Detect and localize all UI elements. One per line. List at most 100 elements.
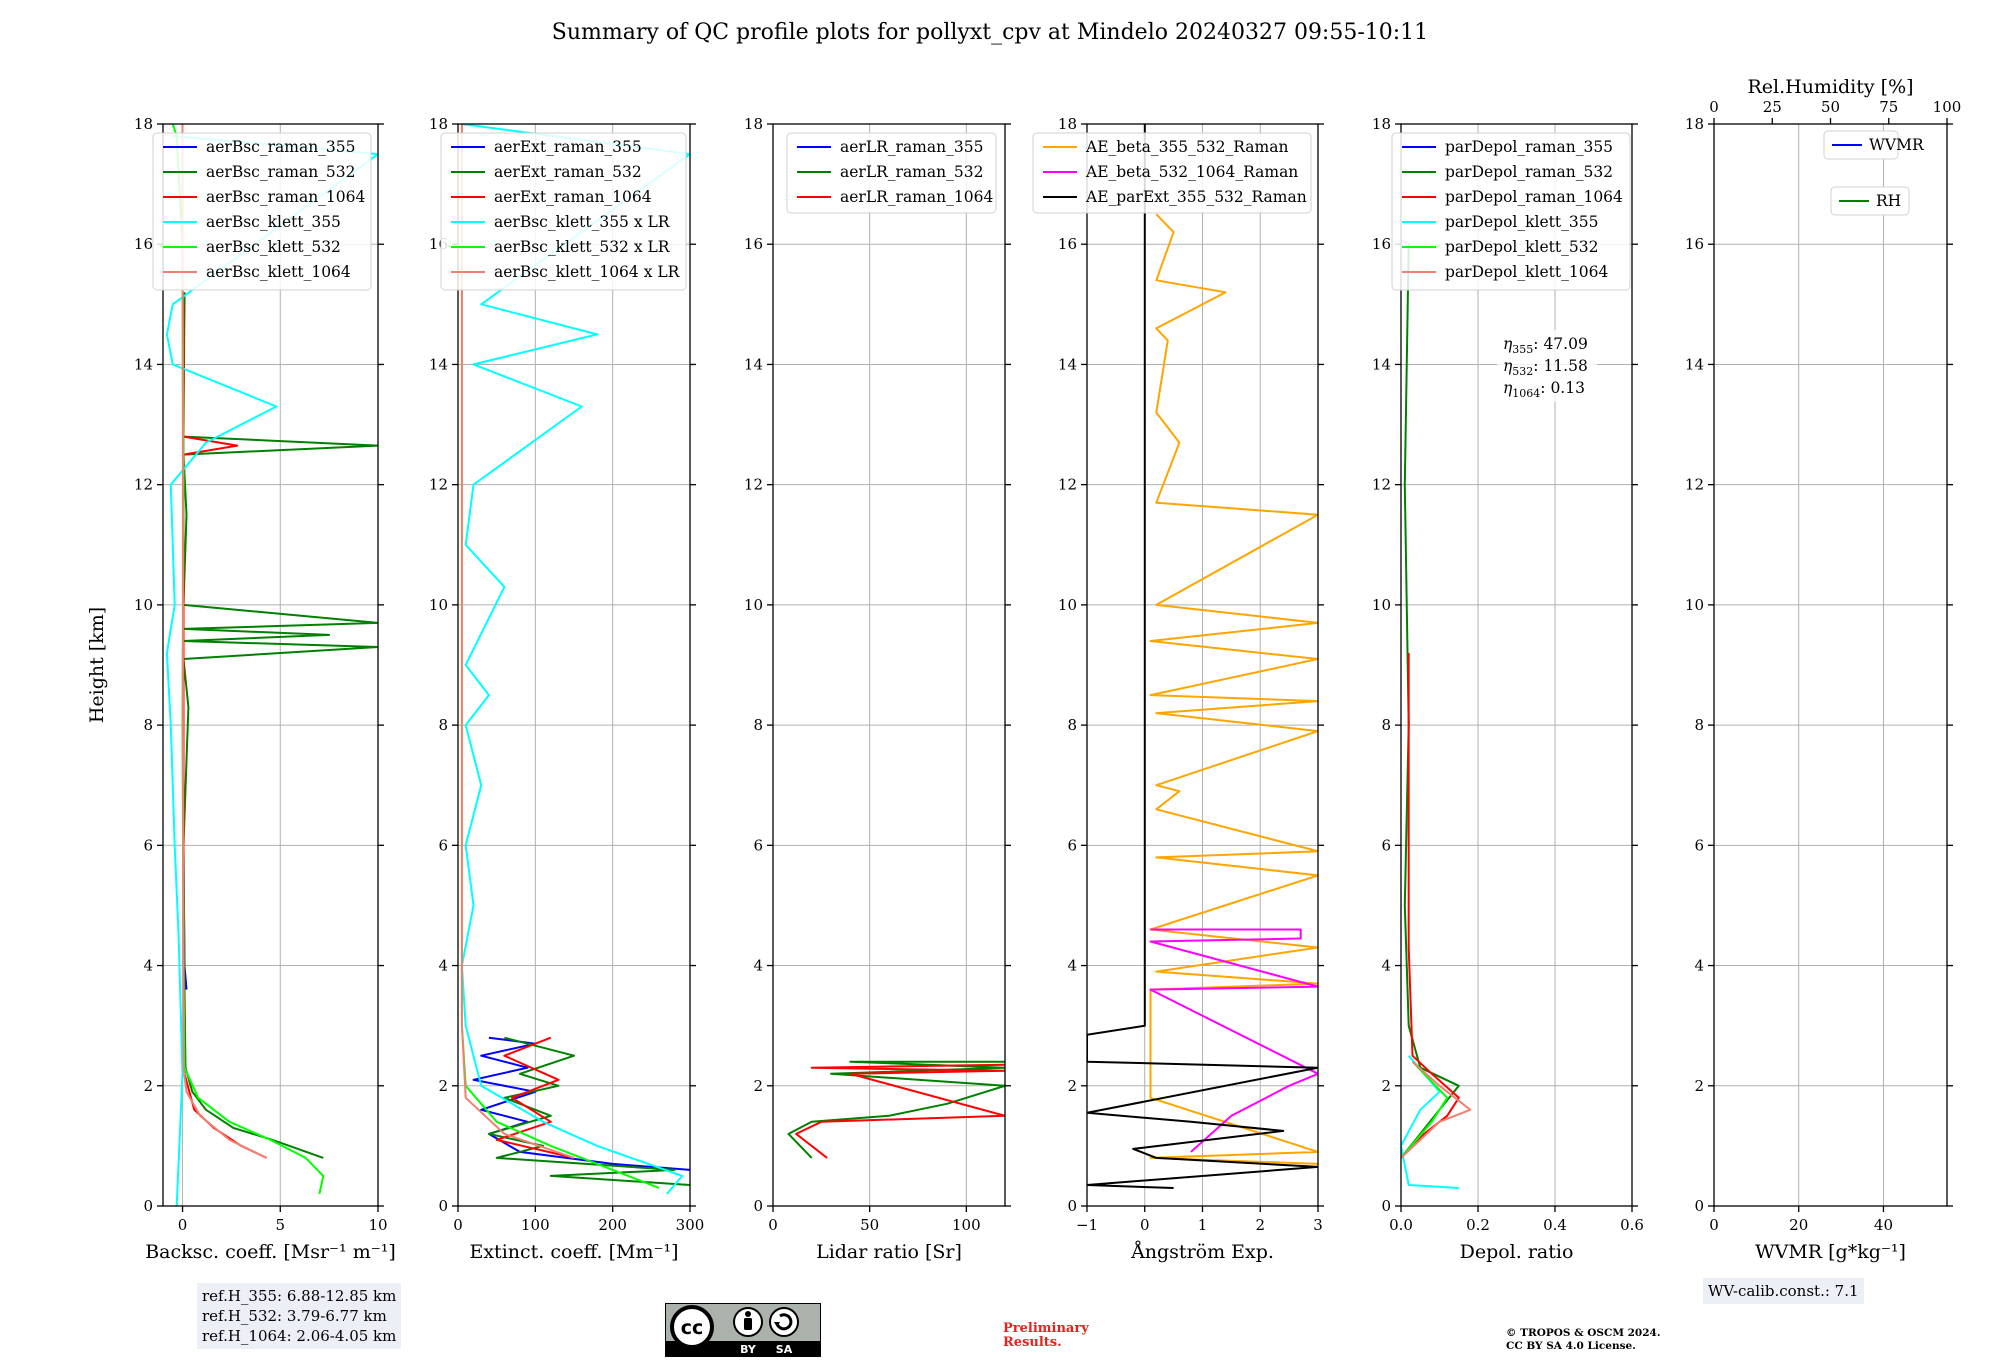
preliminary-notice: Preliminary Results. [1003,1322,1089,1350]
y-tick-label: 2 [753,1077,763,1095]
eta-value: : 47.09 [1533,335,1588,353]
y-tick-label: 6 [1381,836,1391,854]
legend-label: aerBsc_klett_1064 x LR [494,263,681,281]
eta-subscript: 532 [1512,365,1533,378]
y-tick-label: 0 [1694,1197,1704,1215]
y-tick-label: 12 [134,476,153,494]
ref-height-1064: ref.H_1064: 2.06-4.05 km [202,1327,397,1345]
sa-icon [769,1307,799,1337]
legend-label: aerExt_raman_355 [494,138,642,156]
axes-frame [457,123,691,1207]
series-line-aerbsc-klett-355-x-lr [460,124,690,1195]
legend-label: AE_beta_532_1064_Raman [1085,163,1298,181]
legend-label: aerBsc_raman_355 [206,138,356,156]
cc-icon [670,1305,714,1349]
y-tick-label: 14 [1372,355,1391,373]
eta-symbol: η [1503,335,1513,353]
axes-frame [1400,123,1633,1207]
y-tick-label: 2 [438,1077,448,1095]
y-tick-label: 2 [1067,1077,1077,1095]
y-tick-label: 10 [1685,596,1704,614]
y-tick-label: 6 [438,836,448,854]
x-tick-label: 0.2 [1466,1216,1490,1234]
series-line-aerlr-raman-532 [787,1060,1005,1159]
x2-tick-label: 50 [1821,98,1840,116]
x-tick-label: 200 [598,1216,627,1234]
y-tick-label: 18 [1058,115,1077,133]
y-tick-label: 10 [1058,596,1077,614]
copyright-notice: © TROPOS & OSCM 2024. CC BY SA 4.0 Licen… [1506,1327,1661,1353]
legend-label: aerBsc_klett_1064 [206,263,351,281]
legend-label: parDepol_raman_355 [1445,138,1613,156]
x-axis-label: Lidar ratio [Sr] [816,1241,962,1263]
y-tick-label: 10 [429,596,448,614]
x2-tick-label: 75 [1879,98,1898,116]
legend-box [440,132,687,291]
y-tick-label: 8 [143,716,153,734]
x-axis-label: Extinct. coeff. [Mm⁻¹] [469,1241,678,1263]
y-tick-label: 16 [1685,235,1704,253]
y-tick-label: 6 [1067,836,1077,854]
x-axis-label: Backsc. coeff. [Msr⁻¹ m⁻¹] [145,1241,396,1263]
series-line-aerbsc-raman-532 [182,292,378,1159]
legend-label: aerBsc_klett_355 x LR [494,213,671,231]
legend-label: parDepol_klett_355 [1445,213,1598,231]
cc-license-badge: cc BY SA [665,1303,821,1357]
x-tick-label: 300 [676,1216,705,1234]
legend-label: aerLR_raman_532 [840,163,983,181]
preliminary-line-1: Preliminary [1003,1321,1089,1336]
y-tick-label: 12 [1372,476,1391,494]
legend-label: WVMR [1869,136,1925,154]
y-tick-label: 8 [438,716,448,734]
y-tick-label: 12 [744,476,763,494]
y-tick-label: 14 [134,355,153,373]
cc-icon-text: cc [681,1317,704,1339]
y-tick-label: 2 [1381,1077,1391,1095]
series-line-ae-beta-532-1064-raman [1149,928,1318,1153]
x-tick-label: 0 [178,1216,188,1234]
y-tick-label: 4 [1067,957,1077,975]
x2-axis-label: Rel.Humidity [%] [1747,76,1913,98]
legend-box [1391,132,1631,291]
legend-label: aerLR_raman_355 [840,138,983,156]
series-line-pardepol-klett-532 [1401,1061,1449,1159]
series-line-aerext-raman-532 [487,1036,690,1186]
series-line-aerbsc-klett-355 [165,135,378,1206]
legend-label: aerBsc_raman_1064 [206,188,366,206]
axes-frame [772,123,1006,1207]
eta-annotation-355: η355: 47.09 [1503,335,1588,356]
y-tick-label: 16 [1058,235,1077,253]
y-tick-label: 12 [429,476,448,494]
x-axis-label: Ångström Exp. [1130,1241,1274,1263]
series-line-ae-beta-355-532-raman [1149,213,1318,1165]
x-tick-label: 100 [521,1216,550,1234]
x-tick-label: −1 [1076,1216,1098,1234]
by-label: BY [740,1343,757,1356]
legend-label: aerBsc_klett_355 [206,213,341,231]
y-tick-label: 16 [744,235,763,253]
panel-wvmr: 0 2 4 6 8 10 12 14 16 18 0 20 40 WVMR [g*kg⁻¹] 0 25 50 75… [1685,76,1961,1263]
y-tick-label: 2 [143,1077,153,1095]
axes-frame [162,123,379,1207]
x-tick-label: 0 [768,1216,778,1234]
eta-symbol: η [1503,379,1513,397]
y-tick-label: 8 [1381,716,1391,734]
x2-tick-label: 0 [1709,98,1719,116]
legend-label: aerLR_raman_1064 [840,188,993,206]
y-axis-label: Height [km] [86,607,108,723]
eta-value: : 11.58 [1533,357,1588,375]
x-tick-label: 2 [1255,1216,1265,1234]
eta-value: : 0.13 [1540,379,1585,397]
copyright-line-1: © TROPOS & OSCM 2024. [1506,1327,1661,1339]
panel-lidar_ratio: 0 2 4 6 8 10 12 14 16 18 0 50 100 Lidar ratio [Sr] aer… [744,115,1011,1263]
y-tick-label: 4 [753,957,763,975]
x2-tick-label: 100 [1933,98,1962,116]
eta-subscript: 355 [1512,343,1533,356]
wv-calibration-box: WV-calib.const.: 7.1 [1703,1278,1864,1304]
legend-box [786,132,997,214]
legend-label: parDepol_raman_532 [1445,163,1613,181]
x-tick-label: 20 [1789,1216,1808,1234]
y-tick-label: 16 [1372,235,1391,253]
